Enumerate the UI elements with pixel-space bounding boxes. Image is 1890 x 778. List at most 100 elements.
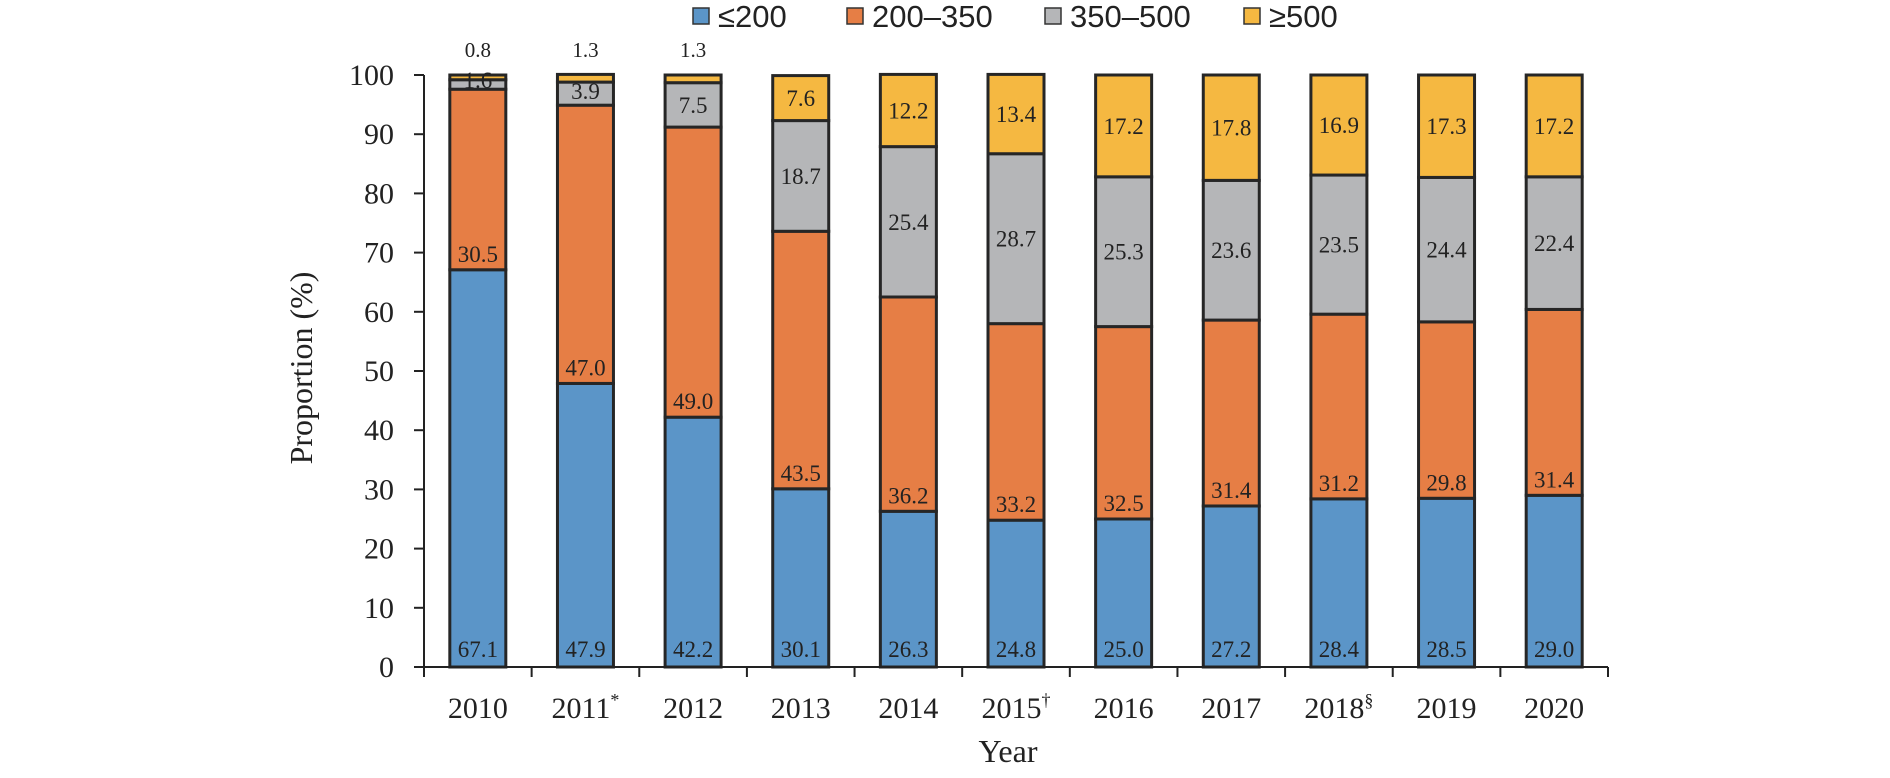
bar-segment xyxy=(771,74,831,123)
y-axis-title: Proportion (%) xyxy=(283,272,319,465)
data-label: 43.5 xyxy=(781,461,821,486)
bar-segment xyxy=(448,268,508,669)
bar-segment xyxy=(1201,73,1261,182)
bar-segment xyxy=(771,229,831,491)
data-labels-layer: 67.1 30.5 1.6 0.8 47.9 47.0 3.9 1.3 42.2 49.0 7.5 1… xyxy=(458,38,1575,662)
x-tick-label: 2011* xyxy=(552,690,620,725)
bar-segment xyxy=(1417,73,1477,179)
bar-segment xyxy=(986,72,1046,156)
bar-segment xyxy=(878,295,938,513)
y-tick-label: 20 xyxy=(364,533,394,566)
axes-layer: 0 10 20 30 40 50 60 70 80 90 100 2010 2011* 2012 2013 2… xyxy=(349,59,1609,725)
x-tick-label: 2014 xyxy=(878,692,938,725)
data-label: 0.8 xyxy=(465,38,491,62)
legend-label: 200–350 xyxy=(872,0,993,34)
data-label: 22.4 xyxy=(1534,231,1575,256)
data-label: 47.0 xyxy=(565,355,605,380)
y-tick-label: 80 xyxy=(364,177,394,210)
data-label: 1.3 xyxy=(680,38,706,62)
data-label: 27.2 xyxy=(1211,637,1251,662)
data-label: 31.4 xyxy=(1211,478,1252,503)
y-tick-label: 50 xyxy=(364,355,394,388)
bar-segment xyxy=(555,103,615,385)
bar-segment xyxy=(448,73,508,82)
y-tick-label: 40 xyxy=(364,414,394,447)
data-label: 49.0 xyxy=(673,389,713,414)
data-label: 17.3 xyxy=(1426,114,1466,139)
y-tick-label: 90 xyxy=(364,118,394,151)
legend-swatch xyxy=(1243,7,1261,25)
y-tick-label: 10 xyxy=(364,592,394,625)
x-tick-label: 2010 xyxy=(448,692,508,725)
bar-segment xyxy=(663,415,723,669)
bar-segment xyxy=(878,72,938,149)
data-label: 36.2 xyxy=(888,483,928,508)
legend-swatch xyxy=(846,7,864,25)
y-tick-label: 70 xyxy=(364,237,394,270)
bar-segment xyxy=(1524,307,1584,497)
legend-swatch xyxy=(1044,7,1062,25)
data-label: 33.2 xyxy=(996,492,1036,517)
bar-segment xyxy=(1309,497,1369,669)
legend-label: ≥500 xyxy=(1269,0,1338,34)
bar-segment xyxy=(986,322,1046,522)
data-label: 1.6 xyxy=(463,68,492,93)
bar-segment xyxy=(1524,73,1584,179)
bar-segment xyxy=(663,73,723,85)
bar-segment xyxy=(1201,178,1261,322)
y-tick-label: 30 xyxy=(364,473,394,506)
x-axis-title: Year xyxy=(979,733,1038,769)
data-label: 25.4 xyxy=(888,210,929,235)
x-tick-label: 2017 xyxy=(1201,692,1261,725)
bar-segment xyxy=(663,125,723,419)
bar-segment xyxy=(555,381,615,669)
y-tick-label: 100 xyxy=(349,59,394,92)
data-label: 29.0 xyxy=(1534,637,1574,662)
bar-segment xyxy=(1201,318,1261,508)
bars-layer xyxy=(448,72,1584,669)
data-label: 7.6 xyxy=(786,86,815,111)
data-label: 47.9 xyxy=(565,637,605,662)
data-label: 13.4 xyxy=(996,102,1037,127)
data-label: 28.5 xyxy=(1426,637,1466,662)
data-label: 28.7 xyxy=(996,227,1036,252)
data-label: 31.2 xyxy=(1319,471,1359,496)
y-tick-label: 60 xyxy=(364,296,394,329)
bar-segment xyxy=(1094,73,1154,179)
data-label: 17.2 xyxy=(1104,114,1144,139)
data-label: 25.0 xyxy=(1104,637,1144,662)
legend-label: 350–500 xyxy=(1070,0,1191,34)
x-tick-footnote-mark: * xyxy=(610,690,619,710)
bar-segment xyxy=(771,487,831,669)
x-tick-label: 2019 xyxy=(1417,692,1477,725)
legend-swatch xyxy=(692,7,710,25)
bar-segment xyxy=(1309,73,1369,177)
data-label: 30.1 xyxy=(781,637,821,662)
data-label: 12.2 xyxy=(888,99,928,124)
bar-segment xyxy=(1309,312,1369,501)
data-label: 3.9 xyxy=(571,79,600,104)
bar-segment xyxy=(555,72,615,84)
data-label: 67.1 xyxy=(458,637,498,662)
bar-segment xyxy=(1094,325,1154,521)
x-tick-label: 2020 xyxy=(1524,692,1584,725)
y-tick-label: 0 xyxy=(379,651,394,684)
bar-segment xyxy=(663,81,723,129)
data-label: 32.5 xyxy=(1104,491,1144,516)
data-label: 42.2 xyxy=(673,637,713,662)
bar-segment xyxy=(1417,175,1477,324)
x-tick-label: 2018§ xyxy=(1304,690,1373,725)
data-label: 26.3 xyxy=(888,637,928,662)
legend: ≤200 200–350 350–500 ≥500 xyxy=(692,0,1338,34)
data-label: 30.5 xyxy=(458,242,498,267)
x-tick-footnote-mark: § xyxy=(1364,690,1373,710)
data-label: 23.5 xyxy=(1319,233,1359,258)
data-label: 16.9 xyxy=(1319,113,1359,138)
x-tick-label: 2013 xyxy=(771,692,831,725)
data-label: 24.4 xyxy=(1426,238,1467,263)
data-label: 28.4 xyxy=(1319,637,1360,662)
data-label: 7.5 xyxy=(679,93,708,118)
data-label: 23.6 xyxy=(1211,238,1251,263)
